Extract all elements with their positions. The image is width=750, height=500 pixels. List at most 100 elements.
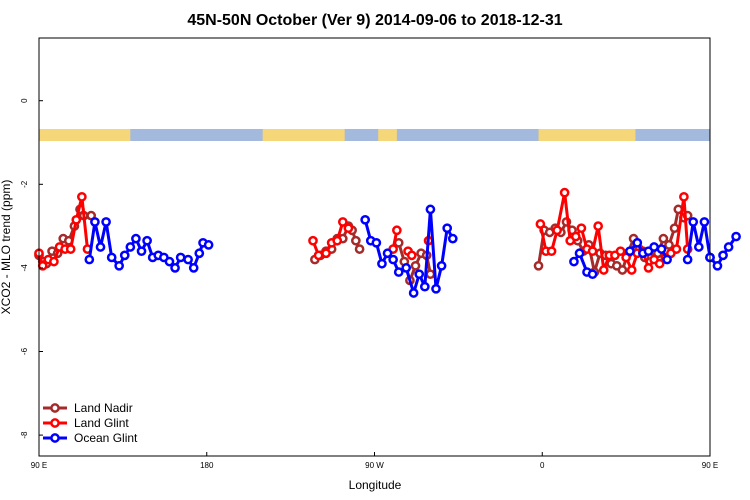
data-point (533, 260, 544, 271)
data-point (65, 244, 76, 254)
data-point (101, 217, 111, 227)
series-layer (34, 187, 741, 298)
legend-item: Land Glint (43, 416, 129, 430)
series-line (363, 207, 455, 295)
data-point (654, 258, 665, 269)
data-point (664, 240, 674, 250)
data-point (392, 225, 402, 236)
data-point (388, 254, 398, 265)
y-tick-label: 0 (20, 98, 29, 103)
data-point (119, 250, 130, 261)
data-point (401, 263, 412, 273)
data-point (626, 265, 637, 275)
data-point (337, 217, 348, 227)
data-point (114, 260, 124, 271)
data-point (723, 242, 734, 252)
data-point (693, 242, 704, 252)
data-point (393, 267, 404, 277)
legend-label: Land Glint (74, 416, 129, 430)
data-point (656, 244, 667, 254)
data-point (546, 246, 557, 257)
land-segment (39, 129, 131, 141)
y-tick-label: -2 (20, 180, 29, 188)
land-segment (378, 129, 397, 141)
legend-item: Ocean Glint (43, 431, 138, 445)
data-point (419, 281, 430, 292)
series-line (686, 220, 712, 260)
data-point (671, 244, 682, 254)
data-point (203, 240, 214, 250)
data-point (360, 214, 371, 225)
x-tick-label: 90 E (31, 461, 47, 470)
data-point (408, 288, 419, 298)
data-point (615, 246, 626, 257)
data-point (574, 248, 585, 259)
data-point (142, 235, 152, 246)
x-axis-label: Longitude (349, 478, 402, 492)
y-tick-label: -6 (20, 347, 29, 355)
data-point (406, 250, 417, 261)
data-point (625, 246, 635, 257)
data-point (77, 191, 87, 202)
data-point (662, 254, 672, 265)
data-point (49, 256, 59, 267)
data-point (164, 256, 175, 267)
data-point (559, 187, 570, 198)
series-line (87, 220, 210, 270)
legend-label: Land Nadir (74, 401, 133, 415)
data-point (308, 235, 318, 246)
data-point (731, 231, 741, 242)
data-point (136, 246, 147, 257)
data-point (410, 260, 421, 271)
x-axis-ticks: 90 E 180 90 W 0 90 E (31, 452, 718, 470)
data-point (643, 263, 654, 273)
data-point (332, 235, 343, 246)
data-point (354, 244, 365, 254)
data-point (587, 269, 598, 280)
data-point (632, 237, 643, 248)
data-point (313, 250, 324, 261)
data-point (90, 217, 100, 227)
x-tick-label: 180 (200, 461, 214, 470)
series-ocean-glint (84, 204, 741, 298)
data-point (442, 223, 453, 234)
data-point (570, 231, 581, 242)
data-point (84, 254, 95, 265)
data-point (552, 225, 563, 236)
land-segment (538, 129, 636, 141)
land-ocean-band (39, 129, 710, 141)
y-tick-label: -4 (20, 264, 29, 272)
x-tick-label: 0 (540, 461, 545, 470)
data-point (170, 263, 180, 273)
data-point (617, 265, 628, 275)
data-point (71, 214, 82, 225)
data-point (125, 242, 136, 252)
legend-item: Land Nadir (43, 401, 133, 415)
legend-label: Ocean Glint (74, 431, 138, 445)
data-point (425, 269, 436, 280)
legend-swatch-marker (50, 418, 60, 428)
data-point (658, 233, 669, 244)
data-point (321, 248, 331, 259)
data-point (95, 242, 106, 252)
data-point (649, 242, 659, 252)
chart-title: 45N-50N October (Ver 9) 2014-09-06 to 20… (187, 12, 562, 29)
data-point (194, 248, 205, 259)
data-point (382, 248, 393, 259)
data-point (669, 223, 680, 234)
data-point (447, 233, 458, 244)
series-land-glint (34, 187, 693, 275)
data-point (351, 235, 361, 246)
x-tick-label: 90 W (365, 461, 384, 470)
land-segment (262, 129, 345, 141)
data-point (712, 260, 723, 271)
y-axis-label: XCO2 - MLO trend (ppm) (0, 180, 13, 315)
data-point (343, 223, 354, 234)
legend-swatch-marker (50, 433, 60, 443)
x-tick-label: 90 E (702, 461, 718, 470)
legend-swatch-marker (50, 403, 60, 413)
data-point (679, 191, 689, 202)
data-point (436, 260, 447, 271)
